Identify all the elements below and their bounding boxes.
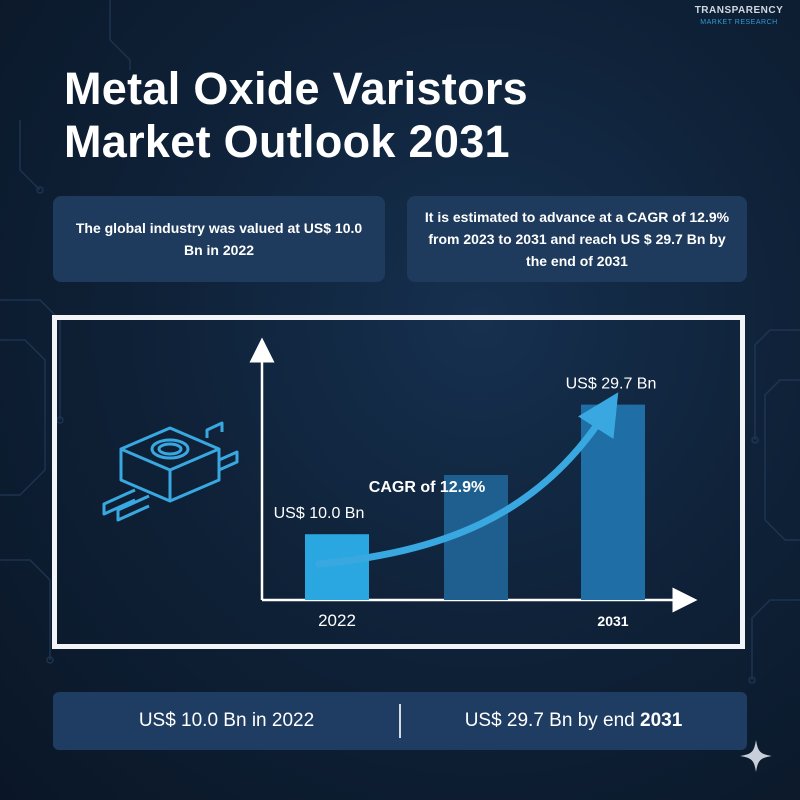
forecast-card: It is estimated to advance at a CAGR of …	[407, 196, 747, 282]
title-line-2: Market Outlook 2031	[64, 116, 510, 167]
summary-end-prefix: US$ 29.7 Bn by end	[464, 710, 641, 731]
summary-divider	[399, 704, 401, 738]
data-label-2022: US$ 10.0 Bn	[274, 505, 365, 522]
x-tick-label-2031: 2031	[597, 613, 628, 629]
valuation-card-text: The global industry was valued at US$ 10…	[75, 220, 363, 258]
sparkle-icon	[740, 740, 772, 772]
summary-end-value: US$ 29.7 Bn by end 2031	[400, 692, 747, 750]
logo-text-secondary: MARKET RESEARCH	[700, 19, 778, 26]
valuation-card: The global industry was valued at US$ 10…	[53, 196, 385, 282]
bar-chart: 2022 US$ 10.0 Bn 2031 US$ 29.7 Bn CAGR of 1…	[102, 337, 698, 630]
varistor-component-icon	[102, 421, 239, 522]
page-title: Metal Oxide Varistors Market Outlook 203…	[64, 62, 704, 168]
logo-text-primary: TRANSPARENCY	[694, 5, 784, 16]
summary-end-year: 2031	[640, 710, 683, 731]
chart-frame: 2022 US$ 10.0 Bn 2031 US$ 29.7 Bn CAGR of 1…	[52, 315, 745, 649]
bar-2022	[305, 534, 369, 600]
x-tick-label-2022: 2022	[318, 611, 356, 630]
summary-bar: US$ 10.0 Bn in 2022 US$ 29.7 Bn by end 2…	[53, 692, 747, 750]
title-line-1: Metal Oxide Varistors	[64, 63, 528, 114]
cagr-trend-arrow	[315, 392, 619, 568]
brand-logo: TRANSPARENCY MARKET RESEARCH	[684, 5, 794, 27]
forecast-card-text: It is estimated to advance at a CAGR of …	[424, 209, 730, 269]
summary-start-value: US$ 10.0 Bn in 2022	[138, 710, 315, 731]
data-label-2031: US$ 29.7 Bn	[566, 376, 657, 393]
cagr-annotation: CAGR of 12.9%	[369, 479, 485, 496]
